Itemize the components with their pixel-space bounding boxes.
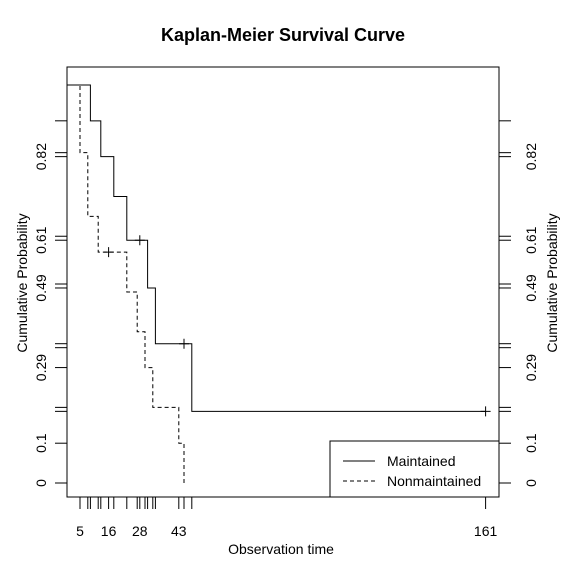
censor-mark-maintained — [480, 406, 491, 417]
y-tick-label-left: 0.29 — [33, 354, 49, 381]
legend-label-nonmaintained: Nonmaintained — [387, 473, 481, 489]
curve-nonmaintained — [67, 84, 185, 483]
y-tick-label-left: 0.61 — [33, 226, 49, 253]
curve-maintained — [67, 84, 486, 412]
legend-box — [329, 440, 500, 498]
y-tick-label-left: 0 — [33, 479, 49, 487]
y-tick-label-right: 0.29 — [523, 354, 539, 381]
x-tick-label: 16 — [101, 523, 117, 539]
x-axis: 5 16 28 43 161 — [76, 497, 497, 539]
legend-label-maintained: Maintained — [387, 453, 456, 469]
y-axis-left: 0 0.1 0.29 0.49 0.61 0.82 — [33, 120, 67, 487]
survival-curves — [67, 84, 491, 483]
x-tick-label: 5 — [76, 523, 84, 539]
y-tick-label-right: 0.61 — [523, 226, 539, 253]
censor-mark-nonmaintained — [103, 247, 114, 258]
y-axis-right: 0 0.1 0.29 0.49 0.61 0.82 — [499, 120, 539, 487]
y-tick-label-left: 0.1 — [33, 433, 49, 453]
y-axis-label-right: Cumulative Probability — [544, 213, 560, 352]
y-tick-label-right: 0.49 — [523, 274, 539, 301]
legend: Maintained Nonmaintained — [329, 440, 500, 498]
y-tick-label-left: 0.82 — [33, 143, 49, 170]
y-tick-label-right: 0 — [523, 479, 539, 487]
x-tick-label: 28 — [132, 523, 148, 539]
chart-title: Kaplan-Meier Survival Curve — [161, 25, 405, 45]
censor-mark-maintained — [179, 338, 189, 349]
censor-mark-maintained — [134, 235, 145, 246]
x-tick-label: 43 — [171, 523, 187, 539]
x-axis-label: Observation time — [228, 541, 334, 557]
y-tick-label-left: 0.49 — [33, 274, 49, 301]
y-tick-label-right: 0.82 — [523, 143, 539, 170]
y-axis-label-left: Cumulative Probability — [14, 213, 30, 352]
plot-frame — [66, 66, 500, 498]
x-tick-label: 161 — [474, 523, 498, 539]
y-tick-label-right: 0.1 — [523, 433, 539, 453]
